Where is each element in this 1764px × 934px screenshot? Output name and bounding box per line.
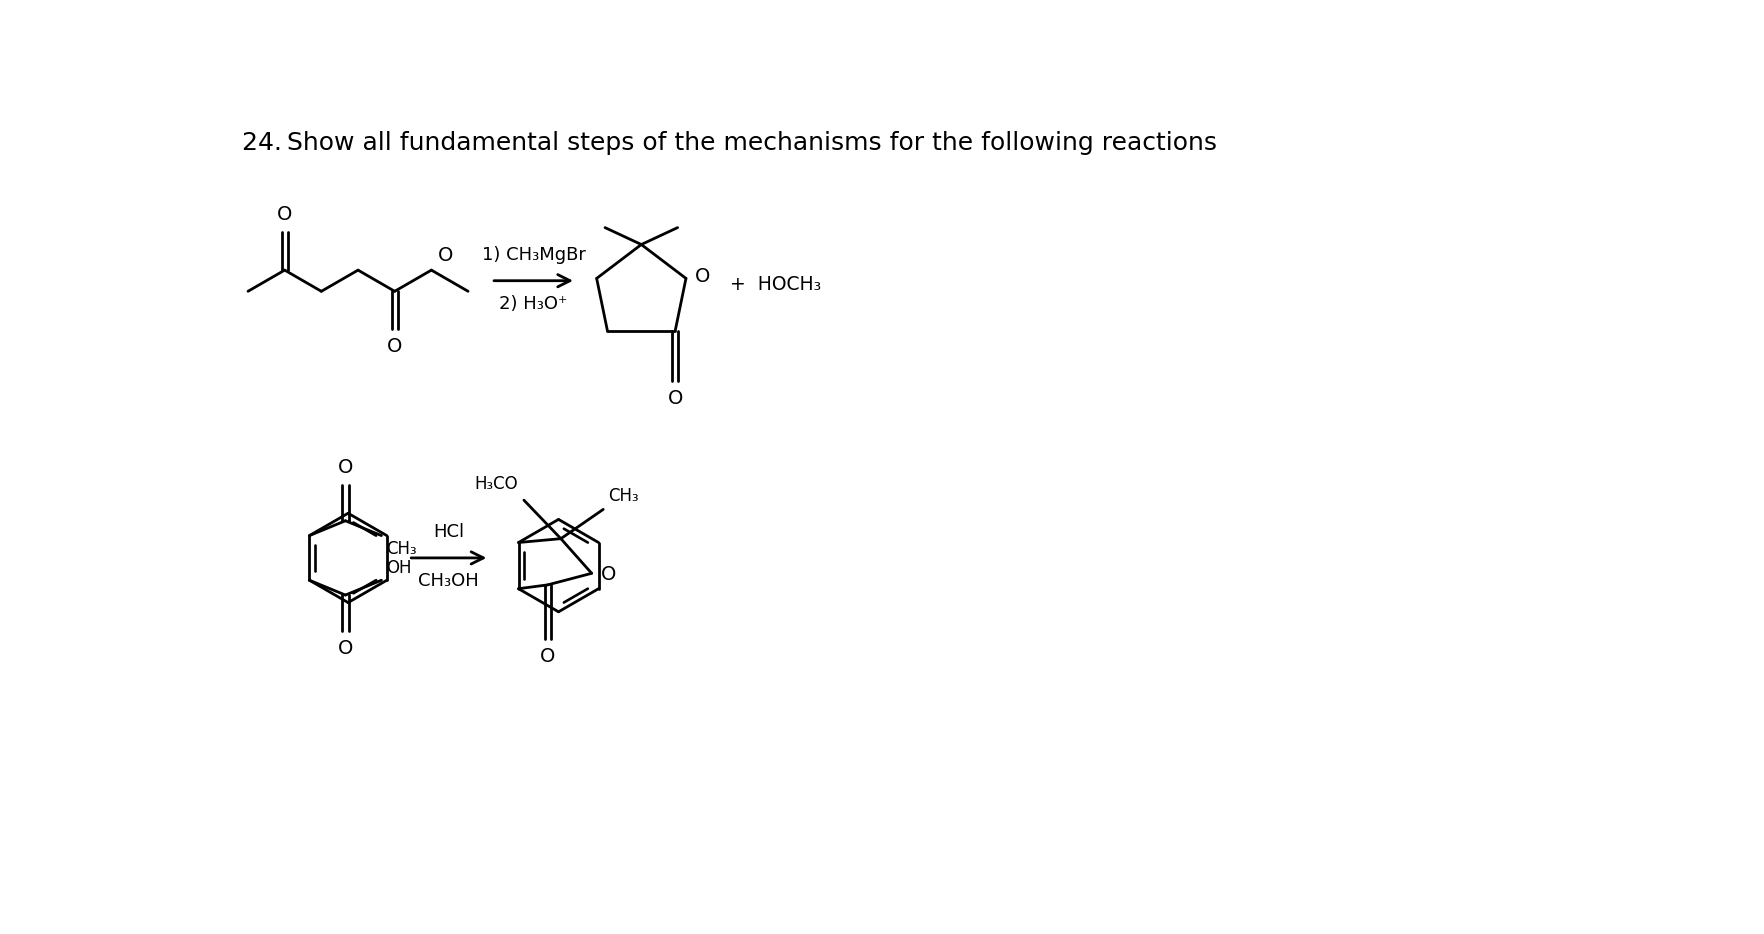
Text: 24. Show all fundamental steps of the mechanisms for the following reactions: 24. Show all fundamental steps of the me… (242, 131, 1217, 154)
Text: O: O (437, 246, 453, 264)
Text: O: O (337, 458, 353, 477)
Text: O: O (337, 639, 353, 658)
Text: 2) H₃O⁺: 2) H₃O⁺ (499, 294, 568, 313)
Text: H₃CO: H₃CO (475, 475, 519, 493)
Text: OH: OH (386, 559, 411, 577)
Text: CH₃: CH₃ (386, 540, 416, 559)
Text: CH₃: CH₃ (609, 487, 639, 504)
Text: O: O (667, 389, 683, 408)
Text: O: O (386, 337, 402, 356)
Text: O: O (540, 647, 556, 666)
Text: CH₃OH: CH₃OH (418, 572, 480, 589)
Text: O: O (602, 565, 616, 585)
Text: 1) CH₃MgBr: 1) CH₃MgBr (482, 246, 586, 263)
Text: O: O (695, 267, 711, 287)
Text: +  HOCH₃: + HOCH₃ (730, 275, 820, 294)
Text: O: O (277, 205, 293, 224)
Text: HCl: HCl (434, 523, 464, 541)
